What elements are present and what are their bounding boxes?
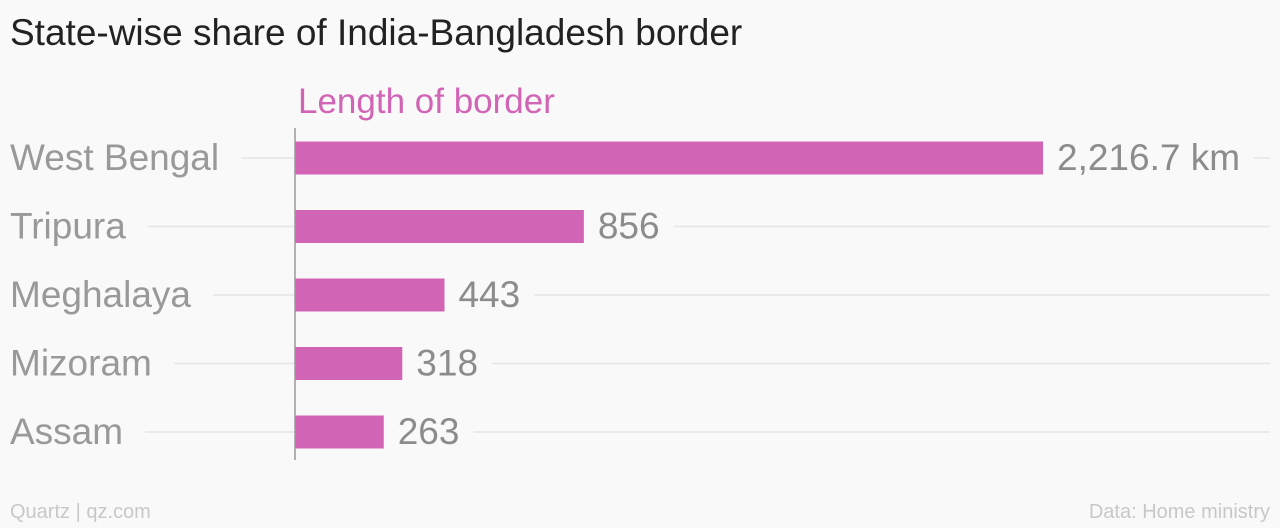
value-label: 443: [458, 274, 520, 315]
category-label: Meghalaya: [10, 274, 191, 315]
source-text: Data: Home ministry: [1088, 501, 1270, 523]
bar: [295, 347, 403, 380]
bar: [295, 278, 445, 312]
chart-title: State-wise share of India-Bangladesh bor…: [10, 12, 743, 53]
labels: Length of border West Bengal 2,216.7 km Tri…: [10, 82, 1240, 452]
gridlines: [145, 157, 1270, 433]
value-label: 856: [598, 206, 660, 247]
category-label: Assam: [10, 411, 123, 452]
value-label: 318: [416, 343, 478, 384]
bars: [295, 141, 1043, 449]
series-label: Length of border: [298, 82, 555, 121]
bar: [295, 210, 584, 243]
bar: [295, 415, 384, 449]
value-label: 2,216.7 km: [1057, 137, 1240, 178]
value-label: 263: [398, 411, 460, 452]
category-label: Mizoram: [10, 343, 152, 384]
bar: [295, 141, 1043, 175]
branding-text: Quartz | qz.com: [10, 501, 151, 523]
category-label: West Bengal: [10, 137, 219, 178]
category-label: Tripura: [10, 206, 126, 247]
